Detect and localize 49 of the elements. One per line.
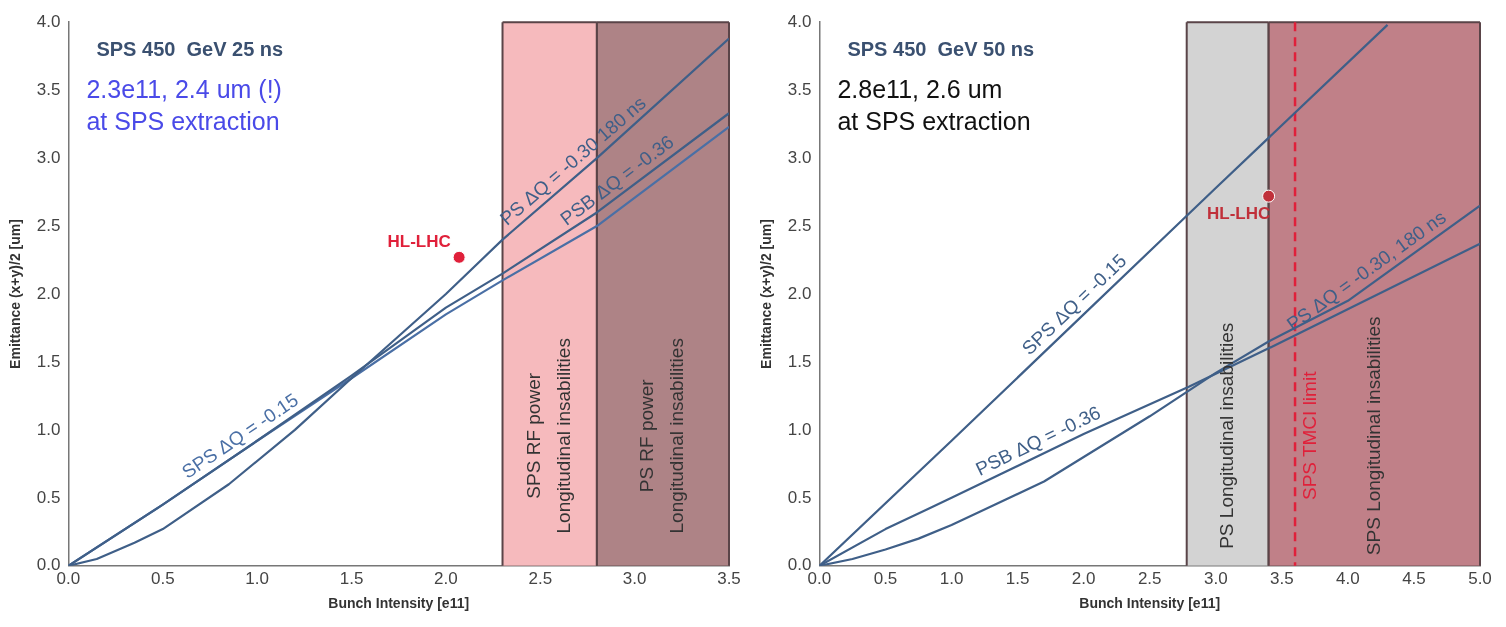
y-tick-label: 0.5 — [36, 487, 61, 507]
x-tick-label: 3.5 — [717, 568, 741, 588]
y-tick-label: 2.0 — [36, 283, 61, 303]
y-tick-label: 4.0 — [787, 11, 812, 31]
text: SPS 450 GeV 25 ns — [96, 37, 284, 60]
annotation: 2.8e11, 2.6 um at SPS extraction — [837, 74, 1031, 135]
ref-line-label: SPS TMCI limit — [1299, 370, 1321, 501]
x-tick-label: 3.5 — [1270, 568, 1294, 588]
series-label: HL-LHC — [387, 232, 451, 252]
x-tick-label: 1.5 — [339, 568, 364, 588]
y-tick-label: 2.5 — [787, 215, 812, 235]
x-tick-label: 5.0 — [1468, 568, 1492, 588]
y-tick-label: 2.0 — [787, 283, 812, 303]
y-tick-label: 1.5 — [36, 351, 61, 371]
x-axis-title: Bunch Intensity [e11] — [1079, 595, 1221, 612]
x-tick-label: 2.5 — [528, 568, 553, 588]
y-tick-label: 0.5 — [787, 487, 812, 507]
y-tick-label: 3.0 — [36, 147, 61, 167]
x-tick-label: 0.5 — [873, 568, 898, 588]
y-tick-label: 4.0 — [36, 11, 61, 31]
x-tick-label: 4.0 — [1336, 568, 1360, 588]
x-tick-label: 2.5 — [1137, 568, 1162, 588]
text: SPS ΔQ = -0.15 — [177, 389, 303, 483]
x-tick-label: 3.0 — [622, 568, 647, 588]
x-axis-title: Bunch Intensity [e11] — [328, 595, 470, 612]
y-tick-label: 1.0 — [36, 419, 61, 439]
x-tick-label: 1.0 — [245, 568, 269, 588]
x-tick-label: 4.5 — [1402, 568, 1426, 588]
y-tick-label: 1.5 — [787, 351, 812, 371]
annotation: 2.3e11, 2.4 um (!) at SPS extraction — [86, 74, 282, 135]
text: PSB ΔQ = -0.36 — [972, 401, 1104, 480]
x-tick-label: 0.5 — [150, 568, 175, 588]
y-axis-title: Emittance (x+y)/2 [um] — [758, 219, 775, 369]
y-tick-label: 3.0 — [787, 147, 812, 167]
band-label: SPS RF power Longitudinal insabilities — [522, 338, 574, 534]
band-label: PS RF power Longitudinal insabilities — [636, 338, 688, 534]
x-tick-label: 2.0 — [434, 568, 458, 588]
x-tick-label: 1.5 — [1005, 568, 1030, 588]
y-tick-label: 3.5 — [787, 79, 812, 99]
y-tick-label: 3.5 — [36, 79, 61, 99]
y-tick-label: 2.5 — [36, 215, 61, 235]
band-label: PS Longitudinal insabilities — [1215, 322, 1237, 549]
x-tick-label: 2.0 — [1071, 568, 1096, 588]
band-label: SPS Longitudinal insabilities — [1362, 316, 1384, 556]
text: SPS 450 GeV 50 ns — [847, 37, 1035, 60]
x-tick-label: 1.0 — [939, 568, 964, 588]
x-tick-label: 3.0 — [1203, 568, 1228, 588]
y-tick-label: 1.0 — [787, 419, 812, 439]
y-axis-title: Emittance (x+y)/2 [um] — [7, 219, 24, 369]
